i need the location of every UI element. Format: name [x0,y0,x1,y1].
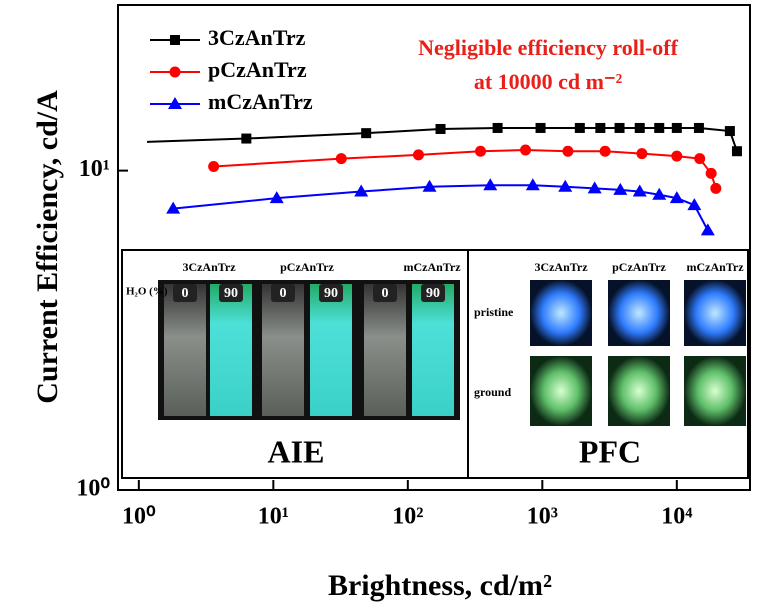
marker [671,122,682,133]
inset: 3CzAnTrz pCzAnTrz mCzAnTrz H₂O (%) 0 90 0 90 0 90… [121,249,749,479]
marker [654,122,665,133]
marker [724,126,735,137]
pfc-row: ground [474,385,511,399]
y-axis-label: Current Efficiency, cd/A [31,90,64,404]
fraction-box [173,284,197,302]
marker [693,122,704,133]
water-label: H₂O (%) [126,286,168,298]
marker [354,184,369,197]
vials [164,284,454,416]
fraction-label: 90 [426,286,440,301]
x-tick-label: 10⁰ [122,504,156,530]
marker [166,201,181,214]
y-tick-label: 10⁰ [76,476,110,502]
marker [361,128,372,139]
x-axis-label: Brightness, cd/m² [328,569,552,602]
legend-marker [168,97,182,109]
pfc-compound: mCzAnTrz [686,260,744,274]
annotation: Negligible efficiency roll-off [418,35,679,60]
marker [492,122,503,133]
y-tick-label: 10¹ [79,156,110,182]
legend-label: pCzAnTrz [208,57,307,82]
pfc-photos [530,280,746,426]
annotation: at 10000 cd m⁻² [474,69,623,94]
marker [269,191,284,204]
fraction-box [421,284,445,302]
fraction-label: 90 [324,286,338,301]
marker [614,122,625,133]
fraction-box [373,284,397,302]
marker [613,182,628,195]
aie-compound: 3CzAnTrz [182,260,236,274]
x-tick-label: 10¹ [258,504,289,530]
marker [520,144,532,156]
fraction-box [271,284,295,302]
marker [558,179,573,192]
marker [632,184,647,197]
marker [535,122,546,133]
marker [412,149,424,161]
legend-marker [170,35,180,45]
fraction-label: 0 [382,286,389,301]
marker [595,122,606,133]
marker [525,178,540,191]
marker [475,145,487,157]
legend-label: mCzAnTrz [208,89,313,114]
aie-compound: pCzAnTrz [280,260,334,274]
marker [599,145,611,157]
marker [574,122,585,133]
marker [636,148,648,160]
marker [335,153,347,165]
marker [634,122,645,133]
marker [731,146,742,157]
marker [562,145,574,157]
marker [587,181,602,194]
fraction-box [319,284,343,302]
pfc-title: PFC [579,433,641,469]
aie-compound: mCzAnTrz [403,260,461,274]
marker [710,182,722,194]
marker [700,223,715,236]
series-group: 3CzAnTrz pCzAnTrz mCzAnTrz [146,25,742,236]
marker [671,150,683,162]
marker [669,191,684,204]
fraction-label: 0 [182,286,189,301]
aie-title: AIE [268,433,325,469]
pfc-compound: pCzAnTrz [612,260,666,274]
fraction-label: 0 [280,286,287,301]
marker [241,133,252,144]
x-tick-label: 10² [392,504,423,530]
marker [652,187,667,200]
pfc-row: pristine [474,305,514,319]
aie-photo [158,280,460,420]
plot-frame [117,4,751,491]
marker [208,161,220,173]
pfc-compound: 3CzAnTrz [534,260,588,274]
marker [435,123,446,134]
fraction-label: 90 [224,286,238,301]
x-tick-label: 10³ [527,504,558,530]
marker [687,198,702,211]
marker [694,153,706,165]
marker [422,179,437,192]
legend-label: 3CzAnTrz [208,25,306,50]
series-line [173,184,709,231]
legend-marker [169,66,181,78]
fraction-box [219,284,243,302]
marker [483,178,498,191]
marker [705,167,717,179]
x-tick-label: 10⁴ [661,504,692,530]
